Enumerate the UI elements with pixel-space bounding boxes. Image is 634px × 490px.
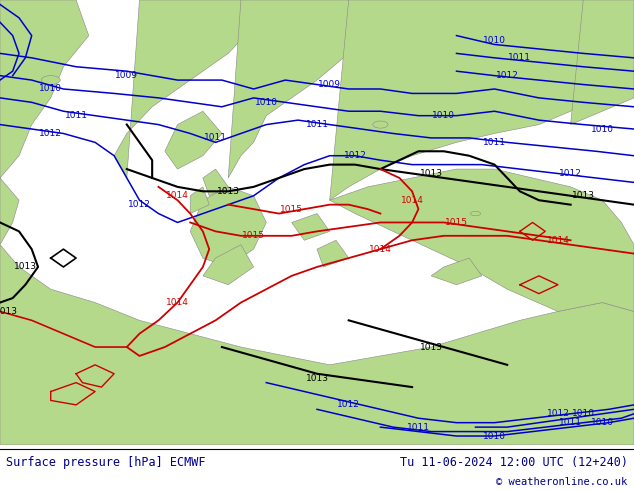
- Text: 1011: 1011: [508, 53, 531, 62]
- Text: © weatheronline.co.uk: © weatheronline.co.uk: [496, 477, 628, 487]
- Text: 1011: 1011: [483, 138, 506, 147]
- Text: 1012: 1012: [337, 400, 360, 409]
- Text: 1010: 1010: [432, 111, 455, 120]
- Text: 1012: 1012: [496, 71, 519, 80]
- Text: 1014: 1014: [547, 236, 569, 245]
- Text: 1015: 1015: [242, 231, 265, 240]
- Text: 1010: 1010: [591, 418, 614, 427]
- Polygon shape: [228, 0, 368, 178]
- Text: 1013: 1013: [420, 343, 443, 351]
- Polygon shape: [0, 0, 19, 245]
- Text: 1010: 1010: [572, 409, 595, 418]
- Polygon shape: [190, 187, 209, 214]
- Text: Tu 11-06-2024 12:00 UTC (12+240): Tu 11-06-2024 12:00 UTC (12+240): [399, 456, 628, 468]
- Text: 1009: 1009: [318, 80, 341, 89]
- Polygon shape: [0, 0, 89, 178]
- Ellipse shape: [470, 211, 481, 216]
- Polygon shape: [330, 0, 634, 200]
- Text: 1011: 1011: [559, 418, 582, 427]
- Text: 1011: 1011: [306, 120, 328, 129]
- Text: 1009: 1009: [115, 71, 138, 80]
- Text: 1012: 1012: [547, 409, 569, 418]
- Text: 1010: 1010: [483, 36, 506, 45]
- Text: 1013: 1013: [0, 307, 18, 316]
- Text: 1013: 1013: [14, 263, 37, 271]
- Text: 1013: 1013: [217, 187, 240, 196]
- Ellipse shape: [41, 75, 60, 85]
- Text: 1014: 1014: [166, 191, 189, 200]
- Text: 1010: 1010: [39, 84, 62, 94]
- Text: 1014: 1014: [401, 196, 424, 205]
- Text: 1012: 1012: [128, 200, 151, 209]
- Polygon shape: [0, 245, 634, 445]
- Text: 1011: 1011: [65, 111, 87, 120]
- Text: 1012: 1012: [559, 169, 582, 178]
- Polygon shape: [292, 214, 330, 240]
- Polygon shape: [431, 258, 482, 285]
- Text: Surface pressure [hPa] ECMWF: Surface pressure [hPa] ECMWF: [6, 456, 206, 468]
- Text: 1013: 1013: [306, 374, 328, 383]
- Ellipse shape: [373, 121, 388, 128]
- Text: 1010: 1010: [255, 98, 278, 107]
- Text: 1015: 1015: [445, 218, 468, 227]
- Polygon shape: [190, 187, 266, 267]
- Polygon shape: [203, 245, 254, 285]
- Polygon shape: [317, 240, 349, 267]
- Text: 1015: 1015: [280, 205, 303, 214]
- Text: 1012: 1012: [344, 151, 366, 160]
- Text: 1011: 1011: [407, 422, 430, 432]
- Text: 1012: 1012: [39, 129, 62, 138]
- Text: 1010: 1010: [483, 432, 506, 441]
- Text: 1014: 1014: [166, 298, 189, 307]
- Polygon shape: [571, 0, 634, 124]
- Polygon shape: [165, 111, 222, 169]
- Polygon shape: [114, 0, 254, 178]
- Text: 1014: 1014: [369, 245, 392, 254]
- Text: 1011: 1011: [204, 133, 227, 143]
- Text: 1013: 1013: [572, 191, 595, 200]
- Text: 1010: 1010: [591, 124, 614, 134]
- Polygon shape: [203, 169, 228, 196]
- Text: 1013: 1013: [420, 169, 443, 178]
- Polygon shape: [330, 169, 634, 312]
